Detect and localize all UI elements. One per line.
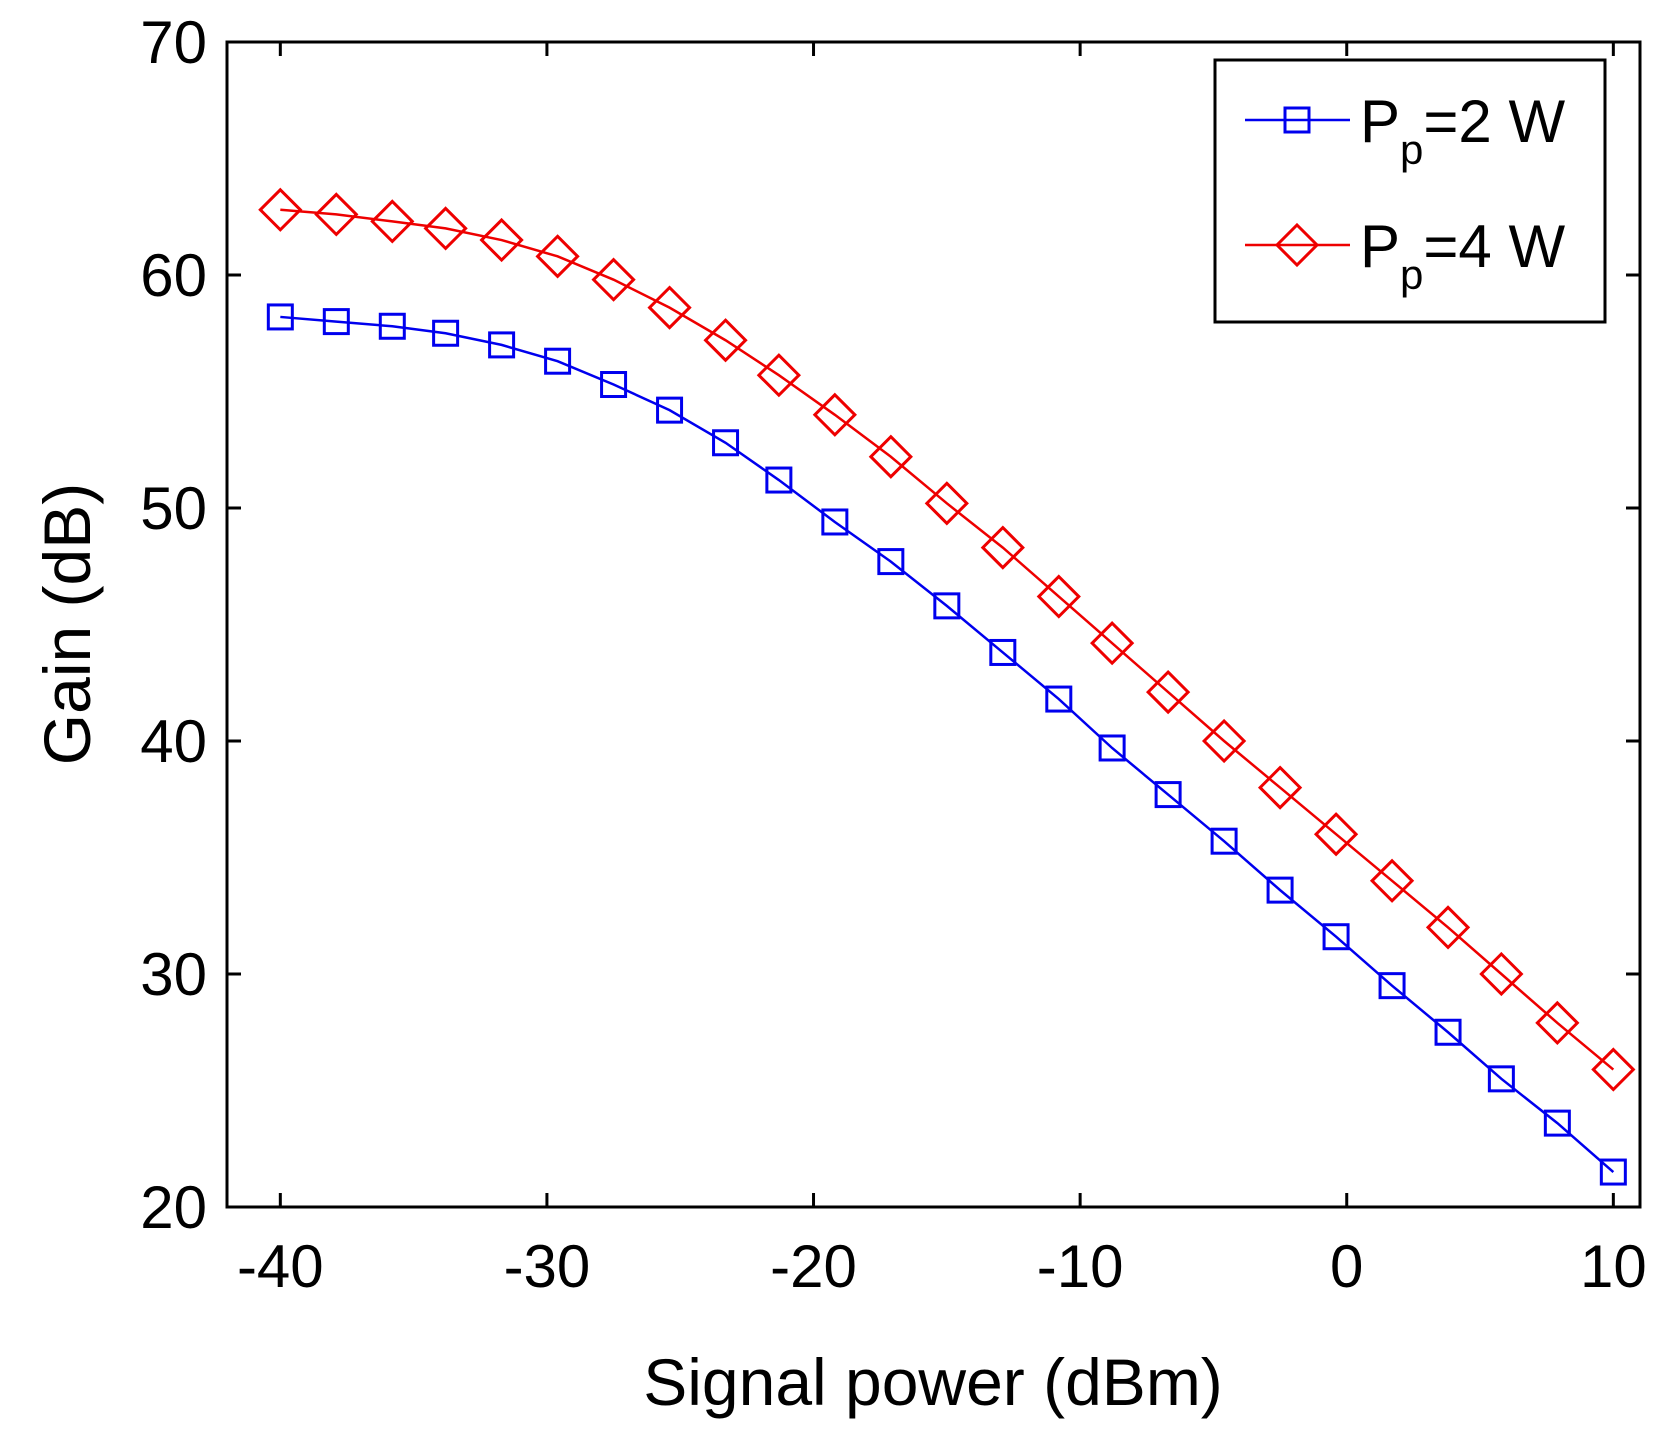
data-point [378,312,406,340]
data-point [370,199,415,244]
legend-label-rest: =4 W [1423,213,1565,280]
data-point [1543,1109,1571,1137]
data-point [812,392,857,437]
legend-marker [1274,222,1320,268]
y-tick-label: 40 [140,708,207,775]
data-point [544,347,572,375]
legend-label: Pp=2 W [1360,88,1565,173]
data-point [1434,1018,1462,1046]
x-tick-label: -20 [770,1233,857,1300]
data-point [1378,972,1406,1000]
y-tick-label: 20 [140,1174,207,1241]
data-point [656,396,684,424]
data-point [1145,669,1191,715]
legend-label-main: P [1360,88,1400,155]
data-point [1322,923,1350,951]
x-tick-label: -40 [237,1233,324,1300]
legend-label-subscript: p [1400,126,1423,173]
data-point [647,285,692,330]
data-point [1210,827,1238,855]
data-point [756,353,801,398]
x-axis-label: Signal power (dBm) [643,1345,1223,1419]
data-point [933,592,961,620]
data-point [322,308,350,336]
y-tick-label: 50 [140,475,207,542]
data-point [765,466,793,494]
data-point [1425,905,1471,950]
series-pp-4w [258,187,1636,1092]
series-pp-2w [266,303,1627,1186]
y-tick-label: 60 [140,242,207,309]
data-point [432,319,460,347]
data-point [1599,1158,1627,1186]
data-point [1257,765,1303,810]
data-series [258,187,1636,1186]
data-point [1479,951,1524,997]
y-tick-label: 30 [140,941,207,1008]
legend-marker [1283,106,1311,134]
data-point [488,331,516,359]
y-tick-label: 70 [140,9,207,76]
data-point [712,429,740,457]
data-point [868,434,913,479]
data-point [980,525,1025,570]
legend-label: Pp=4 W [1360,213,1565,298]
data-point [877,548,905,576]
data-point [479,217,524,263]
legend-box [1213,58,1607,324]
data-point [1535,1000,1580,1046]
plot-frame [225,40,1642,1209]
data-point [1154,781,1182,809]
axis-ticks: -40 -30 -20 -10 0 10 20 30 40 50 60 70 [140,9,1646,1300]
data-point [1266,876,1294,904]
data-point [1036,574,1081,619]
legend: Pp=2 WPp=4 W [1213,58,1607,324]
legend-label-rest: =2 W [1423,88,1565,155]
x-tick-label: 0 [1330,1233,1363,1300]
legend-label-main: P [1360,213,1400,280]
data-point [600,371,628,399]
data-point [423,206,468,251]
data-point [821,508,849,536]
data-point [258,187,303,232]
data-point [989,638,1017,666]
data-point [591,257,636,302]
data-point [703,318,748,363]
series-line [280,315,1615,1173]
x-tick-label: -10 [1037,1233,1124,1300]
data-point [1591,1047,1636,1092]
data-point [1313,812,1359,857]
data-point [1487,1065,1515,1093]
x-tick-label: 10 [1580,1233,1647,1300]
data-point [314,192,359,237]
data-point [1090,621,1135,666]
legend-label-subscript: p [1400,251,1423,298]
data-point [1045,685,1073,713]
data-point [1201,718,1247,764]
x-tick-label: -30 [504,1233,591,1300]
series-line [280,208,1615,1071]
data-point [924,481,969,526]
data-point [266,303,294,331]
data-point [1369,858,1415,903]
data-point [535,234,580,279]
data-point [1098,734,1126,762]
y-axis-label: Gain (dB) [30,483,104,765]
legend-item-1: Pp=2 W [1245,88,1565,173]
legend-item-2: Pp=4 W [1245,213,1565,298]
